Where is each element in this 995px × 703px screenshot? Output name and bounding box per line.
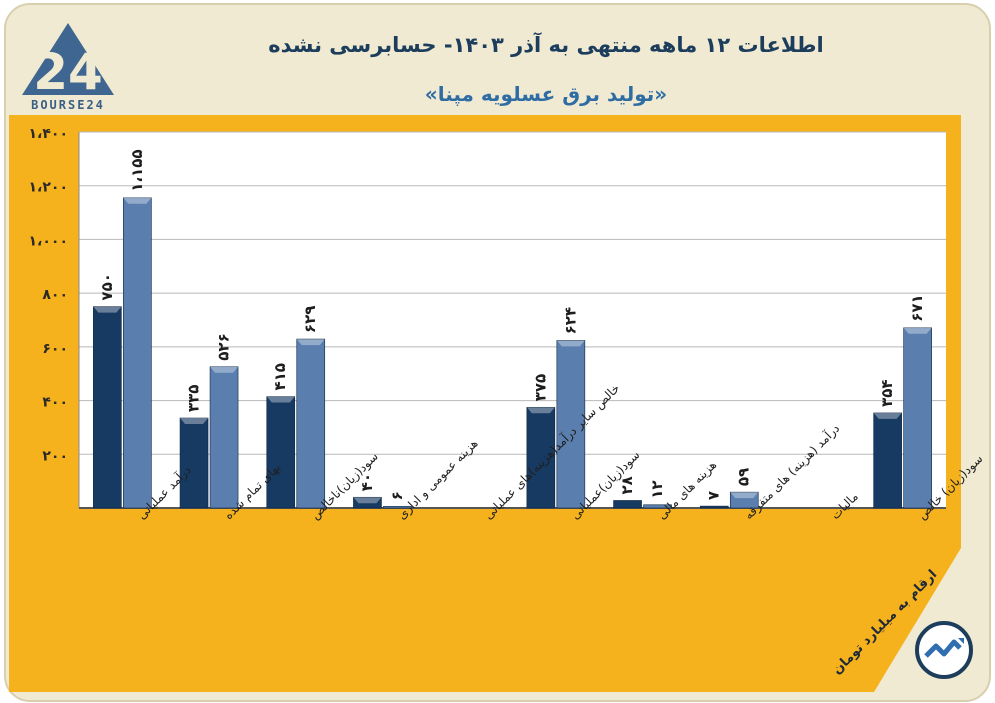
- data-label-s2-6: ۱۲: [648, 480, 666, 498]
- bar-s2-3: [383, 506, 412, 509]
- bar-s1-7: [699, 505, 729, 509]
- chart-subtitle: «تولید برق عسلویه مپنا»: [424, 82, 668, 106]
- y-tick-label: ۱،۴۰۰: [29, 126, 69, 142]
- bar-bevel: [210, 366, 239, 373]
- bar-s1-1: [179, 417, 209, 509]
- bar-s2-1: [209, 366, 239, 509]
- data-label-s1-6: ۲۸: [618, 476, 636, 494]
- bar-bevel: [296, 339, 325, 346]
- data-label-s1-9: ۳۵۴: [878, 379, 896, 406]
- bar-bevel: [903, 327, 932, 334]
- bar-s2-2: [296, 338, 326, 509]
- bar-s2-0: [123, 197, 152, 509]
- data-label-s1-3: ۴۰: [358, 473, 376, 491]
- trend-chart-icon: [914, 620, 974, 684]
- bar-bevel: [873, 412, 902, 419]
- data-label-s2-2: ۶۲۹: [301, 306, 319, 333]
- svg-text:24: 24: [33, 43, 103, 99]
- bar-bevel: [556, 340, 585, 347]
- data-label-s1-2: ۴۱۵: [271, 363, 289, 390]
- bar-s1-3: [353, 496, 382, 509]
- data-label-s2-7: ۵۹: [735, 468, 753, 486]
- data-label-s1-5: ۳۷۵: [531, 374, 549, 401]
- bar-bevel: [266, 396, 295, 403]
- chart-title: اطلاعات ۱۲ ماهه منتهی به آذر ۱۴۰۳- حسابر…: [268, 33, 824, 57]
- brand-name: BOURSE24: [31, 98, 105, 112]
- data-label-s2-5: ۶۲۴: [561, 307, 579, 334]
- y-tick-label: ۲۰۰: [42, 448, 68, 464]
- bar-bevel: [730, 492, 759, 499]
- bar-bevel: [353, 497, 382, 504]
- data-label-s1-7: ۷: [705, 491, 723, 500]
- bar-s1-9: [873, 412, 902, 509]
- bar-s2-6: [643, 504, 672, 509]
- y-tick-label: ۴۰۰: [42, 395, 68, 411]
- bar-bevel: [123, 197, 152, 204]
- data-label-s2-0: ۱،۱۵۵: [128, 149, 146, 191]
- bar-s1-6: [613, 500, 642, 509]
- bar-s2-5: [556, 340, 586, 509]
- y-tick-label: ۸۰۰: [42, 287, 68, 303]
- y-tick-label: ۱،۲۰۰: [29, 180, 69, 196]
- bar-s2-7: [729, 491, 759, 509]
- data-label-s2-3: ۶: [388, 491, 406, 500]
- bourse24-logo-icon: 24: [18, 19, 118, 103]
- y-tick-label: ۱،۰۰۰: [29, 233, 69, 249]
- data-label-s1-1: ۳۳۵: [185, 385, 203, 412]
- bar-bevel: [526, 407, 555, 414]
- y-tick-label: ۶۰۰: [42, 341, 68, 357]
- data-label-s1-0: ۷۵۰: [98, 273, 116, 300]
- bar-s2-9: [903, 327, 932, 509]
- bar-s1-0: [93, 306, 122, 509]
- bar-bevel: [93, 306, 122, 313]
- bar-s1-5: [526, 406, 556, 509]
- data-label-s2-1: ۵۲۶: [215, 333, 233, 360]
- data-label-s2-9: ۶۷۱: [908, 294, 926, 321]
- bar-bevel: [180, 418, 209, 425]
- bar-s1-2: [266, 396, 296, 509]
